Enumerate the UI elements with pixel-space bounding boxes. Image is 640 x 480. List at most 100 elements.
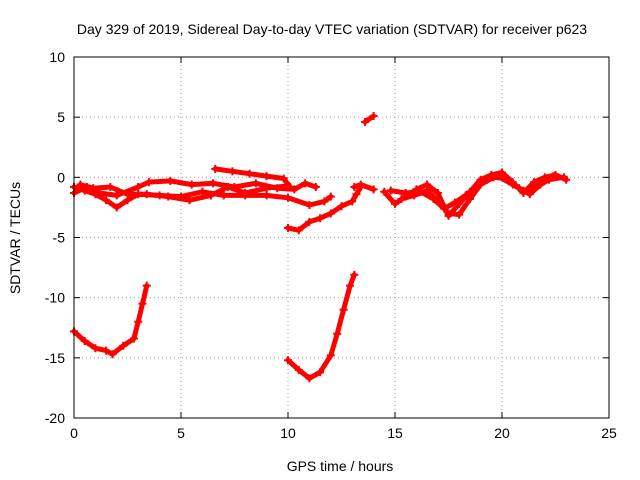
data-point [279, 174, 288, 183]
data-point [316, 214, 325, 223]
y-axis-label: SDTVAR / TECUs [7, 182, 23, 294]
data-point [397, 194, 406, 203]
data-point [142, 190, 151, 199]
data-point [290, 185, 299, 194]
data-point [350, 182, 359, 191]
data-point [102, 196, 111, 205]
data-point [119, 341, 128, 350]
data-point [228, 167, 237, 176]
data-point [380, 187, 389, 196]
x-tick-label: 20 [494, 425, 510, 441]
data-point [134, 182, 143, 191]
y-tick-label: -20 [45, 410, 65, 426]
data-point [450, 198, 459, 207]
data-point [106, 182, 115, 191]
data-point [138, 299, 147, 308]
data-point [549, 172, 558, 181]
data-point [219, 191, 228, 200]
plot-frame [73, 56, 610, 419]
series-track-e [285, 184, 364, 233]
data-point [525, 190, 534, 199]
x-tick-label: 0 [70, 425, 78, 441]
data-point [206, 191, 215, 200]
data-point [301, 179, 310, 188]
data-point [386, 186, 395, 195]
data-point [455, 210, 464, 219]
data-point [560, 173, 569, 182]
y-tick-label: 0 [57, 169, 65, 185]
data-point [333, 329, 342, 338]
data-point [187, 180, 196, 189]
data-point [369, 111, 378, 120]
data-point [251, 179, 260, 188]
y-tick-label: -10 [45, 290, 65, 306]
data-point [337, 202, 346, 211]
data-point [465, 194, 474, 203]
data-point [410, 191, 419, 200]
data-point [211, 164, 220, 173]
data-point [166, 176, 175, 185]
data-point [112, 203, 121, 212]
data-point [350, 270, 359, 279]
data-point [144, 178, 153, 187]
data-point [262, 172, 271, 181]
data-point [433, 196, 442, 205]
data-point [284, 223, 292, 232]
data-point [209, 179, 218, 188]
x-axis-label: GPS time / hours [287, 458, 394, 474]
data-point [91, 344, 100, 353]
data-point [361, 117, 370, 126]
data-point [262, 184, 271, 193]
data-point [356, 180, 365, 189]
data-series [70, 111, 571, 383]
data-point [108, 350, 117, 359]
data-point [198, 187, 207, 196]
x-tick-label: 10 [280, 425, 296, 441]
data-point [305, 201, 314, 210]
data-point [352, 190, 361, 199]
data-point [530, 178, 539, 187]
data-point [305, 217, 314, 226]
data-point [142, 281, 151, 290]
data-point [311, 182, 320, 191]
data-point [164, 192, 173, 201]
data-point [320, 197, 329, 206]
data-point [423, 186, 432, 195]
data-point [134, 317, 143, 326]
grid-lines [74, 57, 609, 418]
axis-ticks: 0 5 10 15 20 25 -20 -15 -10 -5 0 5 10 [45, 49, 617, 441]
data-point [498, 168, 506, 177]
data-point [326, 209, 335, 218]
series-track-j [71, 283, 150, 357]
data-point [286, 182, 295, 191]
y-tick-label: -5 [53, 230, 66, 246]
chart-title: Day 329 of 2019, Sidereal Day-to-day VTE… [77, 21, 587, 37]
data-point [316, 368, 325, 377]
data-point [515, 184, 524, 193]
y-tick-label: -15 [45, 350, 65, 366]
data-point [444, 209, 453, 218]
data-point [348, 197, 357, 206]
data-point [245, 169, 254, 178]
data-point [305, 374, 314, 383]
data-point [502, 174, 511, 183]
data-point [95, 188, 104, 197]
data-point [294, 365, 303, 374]
data-point [89, 184, 98, 193]
data-point [369, 185, 378, 194]
x-tick-label: 15 [387, 425, 403, 441]
data-point [461, 191, 470, 200]
data-point [326, 192, 335, 201]
data-point [294, 226, 303, 235]
data-point [76, 180, 85, 189]
data-point [536, 180, 545, 189]
y-tick-label: 10 [49, 49, 65, 65]
data-point [262, 191, 271, 200]
x-tick-label: 5 [177, 425, 185, 441]
y-tick-label: 5 [57, 109, 65, 125]
x-tick-label: 25 [601, 425, 617, 441]
data-point [241, 188, 250, 197]
data-point [326, 351, 335, 360]
data-point [112, 191, 121, 200]
